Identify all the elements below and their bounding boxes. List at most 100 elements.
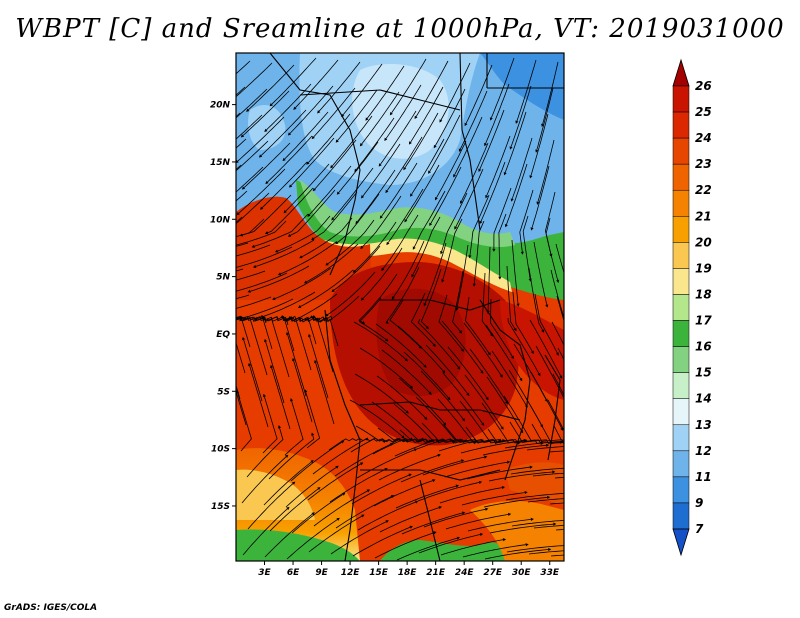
streamline-arrow [460, 348, 464, 352]
streamline-arrow [199, 102, 202, 105]
streamline [254, 213, 309, 247]
streamline-arrow [308, 333, 312, 338]
streamline [332, 167, 374, 219]
colorbar-swatch [672, 502, 690, 530]
streamline-arrow [262, 393, 266, 398]
streamline [511, 519, 564, 527]
streamline [488, 471, 553, 482]
streamline-arrow [360, 195, 365, 199]
streamline [236, 114, 263, 140]
streamline [536, 87, 554, 151]
streamline [527, 498, 564, 503]
streamline [511, 239, 519, 304]
streamline [395, 485, 457, 509]
streamline [386, 266, 420, 323]
streamline-arrow [408, 141, 412, 145]
lon-tick-label: 21E [426, 568, 446, 578]
streamline-arrow [458, 148, 462, 152]
streamline [381, 349, 430, 393]
streamline [530, 113, 549, 176]
streamline-arrow [360, 462, 364, 466]
streamline-arrow [556, 279, 560, 283]
streamline [353, 321, 407, 360]
colorbar-swatch [672, 85, 690, 113]
streamline [313, 490, 368, 527]
streamline [333, 245, 381, 291]
streamline [537, 139, 555, 203]
streamline [236, 166, 264, 193]
streamline [512, 291, 533, 352]
colorbar-level-label: 11 [695, 470, 712, 484]
streamline-arrow [287, 233, 292, 237]
streamline-arrow [585, 405, 588, 408]
streamline-arrow [389, 112, 393, 116]
streamline-arrow [565, 402, 568, 405]
streamline-arrow [401, 435, 405, 439]
streamline [430, 166, 462, 224]
streamline [385, 84, 422, 139]
streamline [396, 537, 458, 561]
colorbar-level-label: 22 [695, 183, 712, 197]
streamline [366, 65, 405, 119]
streamline [327, 271, 376, 316]
streamline [241, 456, 287, 504]
lon-tick-label: 3E [258, 568, 271, 578]
streamline-arrow [293, 106, 297, 110]
streamline-arrow [479, 532, 484, 537]
streamline-arrow [489, 117, 493, 121]
streamline [456, 244, 469, 309]
streamline [411, 138, 445, 195]
streamline [467, 519, 531, 532]
streamline [327, 219, 375, 265]
streamline-arrow [282, 317, 286, 322]
streamline-arrow [501, 485, 506, 490]
streamline [418, 534, 481, 554]
streamline [261, 161, 308, 208]
streamline [417, 318, 459, 368]
lon-tick-label: 12E [341, 568, 361, 578]
streamline-arrow [509, 146, 513, 150]
streamline [387, 188, 424, 243]
streamline-arrow [278, 425, 282, 429]
streamline-arrow [441, 279, 445, 283]
streamline-arrow [499, 374, 503, 378]
streamline-arrow [597, 471, 600, 474]
streamline [452, 270, 464, 332]
streamline-arrow [546, 443, 550, 447]
streamline [529, 319, 562, 377]
streamline-arrow [352, 269, 356, 273]
streamline [236, 112, 241, 118]
colorbar-swatch [672, 268, 690, 295]
streamline [455, 168, 484, 228]
streamline [236, 268, 244, 272]
streamline [354, 373, 407, 412]
streamline-arrow [236, 159, 239, 164]
streamline-arrow [478, 168, 482, 172]
streamline-arrow [593, 548, 596, 551]
streamline [355, 117, 395, 170]
streamline [263, 461, 312, 506]
streamline [463, 322, 502, 376]
streamline-arrow [384, 137, 388, 142]
streamline-arrow [502, 538, 507, 542]
colorbar: 26 25 24 23 22 21 20 19 18 17 16 15 14 13 12 11 9 7 [672, 58, 712, 557]
streamline-arrow [359, 143, 363, 147]
streamline-arrow [519, 377, 523, 382]
streamline-arrow [480, 370, 484, 374]
streamline-arrow [229, 267, 232, 270]
streamline [371, 401, 423, 441]
streamline-arrow [248, 362, 252, 367]
streamline-arrow [311, 512, 315, 516]
streamline-arrow [510, 355, 514, 360]
streamline-arrow [378, 163, 382, 167]
streamline-arrow [386, 241, 390, 246]
streamline-arrow [545, 304, 549, 308]
colorbar-swatch [672, 137, 690, 165]
streamline-arrow [304, 389, 308, 393]
streamline-arrow [461, 511, 466, 515]
colorbar-level-label: 23 [695, 157, 712, 171]
streamline-arrow [288, 184, 293, 188]
chart-title: WBPT [C] and Sreamline at 1000hPa, VT: 2… [15, 14, 785, 44]
streamline [358, 273, 398, 323]
streamline-arrow [242, 336, 246, 341]
